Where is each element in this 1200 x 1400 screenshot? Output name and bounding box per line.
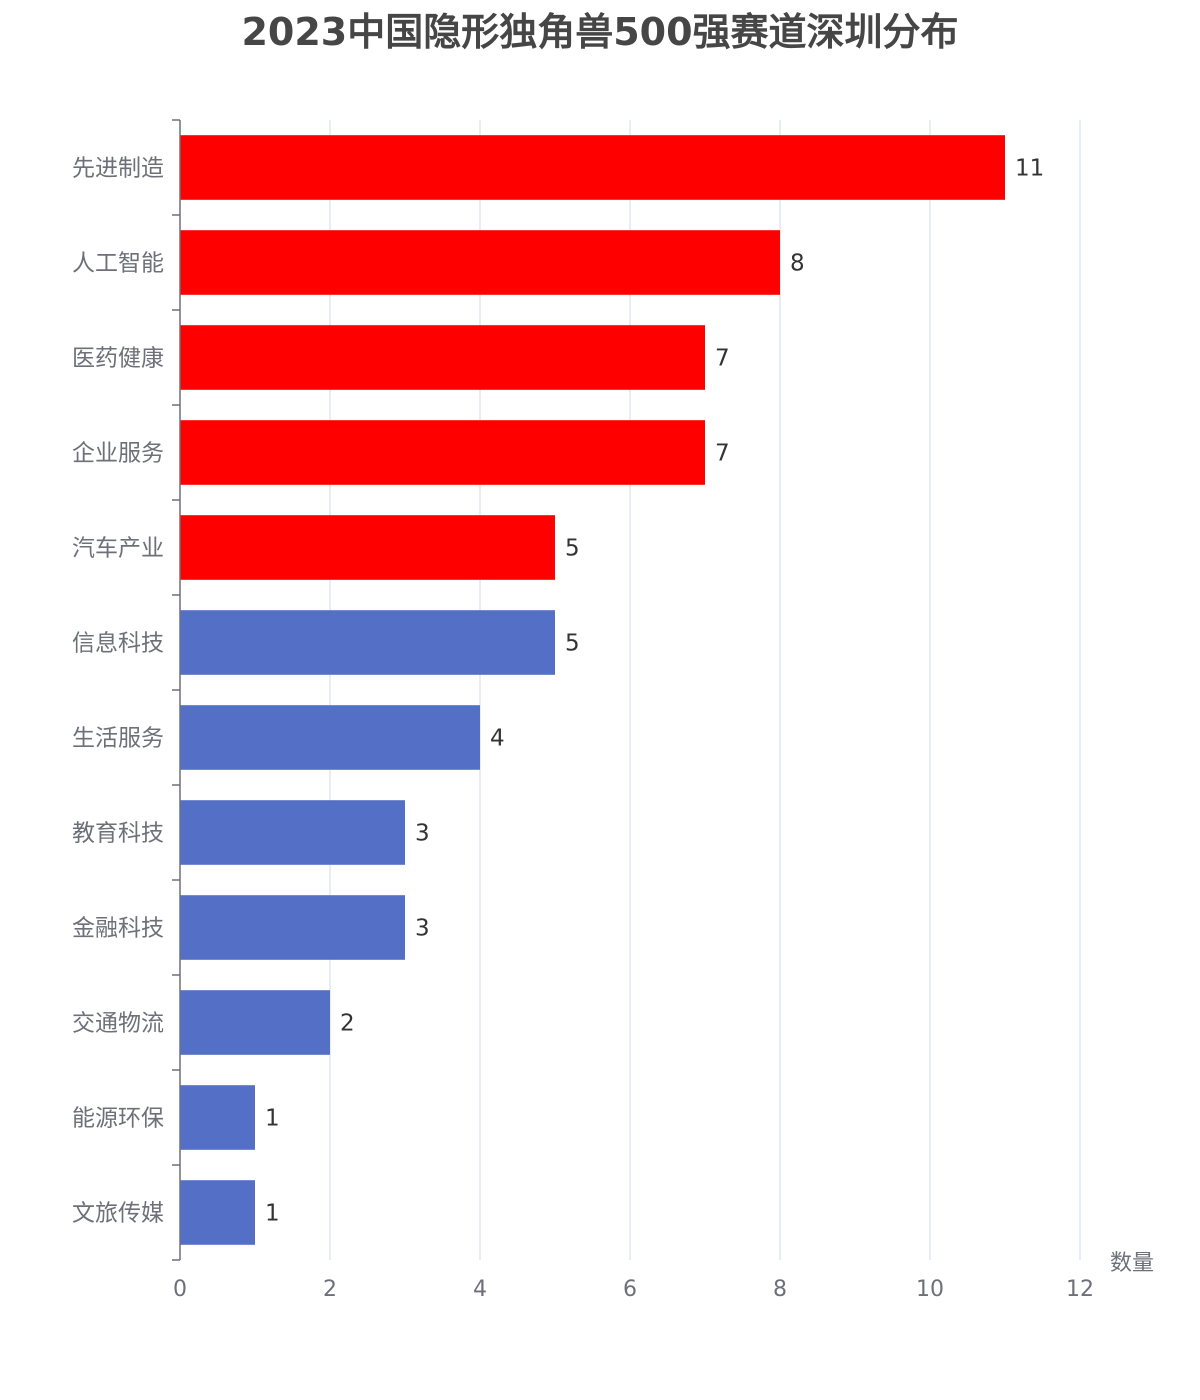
bar-value-label: 2 — [340, 1011, 355, 1037]
y-category-label: 交通物流 — [72, 1011, 164, 1037]
bar[interactable] — [180, 420, 705, 485]
x-tick-label: 10 — [916, 1277, 944, 1302]
bar[interactable] — [180, 515, 555, 580]
bar[interactable] — [180, 1180, 255, 1245]
bar[interactable] — [180, 135, 1005, 200]
grid-layer — [329, 120, 1081, 1260]
y-category-label: 金融科技 — [72, 916, 164, 942]
x-tick-label: 0 — [173, 1277, 187, 1302]
x-tick-label: 4 — [473, 1277, 487, 1302]
chart-title: 2023中国隐形独角兽500强赛道深圳分布 — [241, 10, 959, 54]
x-tick-label: 12 — [1066, 1277, 1094, 1302]
y-category-label: 人工智能 — [72, 251, 164, 277]
bar[interactable] — [180, 610, 555, 675]
bar-value-label: 7 — [715, 346, 730, 372]
bar-value-label: 8 — [790, 251, 805, 277]
y-category-label: 汽车产业 — [72, 536, 164, 562]
bar-value-label: 3 — [415, 821, 430, 847]
y-category-label: 能源环保 — [72, 1106, 164, 1132]
bar-value-label: 11 — [1015, 156, 1044, 182]
bar[interactable] — [180, 705, 480, 770]
y-category-label: 教育科技 — [72, 821, 164, 847]
bar-value-label: 1 — [265, 1201, 280, 1227]
bar-layer — [180, 135, 1005, 1245]
y-category-label: 医药健康 — [72, 346, 164, 372]
bar-value-label: 3 — [415, 916, 430, 942]
axis-layer — [172, 119, 181, 1261]
y-category-label: 信息科技 — [72, 631, 164, 657]
bar[interactable] — [180, 230, 780, 295]
bar-value-label: 5 — [565, 536, 580, 562]
bar[interactable] — [180, 1085, 255, 1150]
y-category-label: 生活服务 — [72, 726, 164, 752]
x-tick-label: 6 — [623, 1277, 637, 1302]
y-category-label: 企业服务 — [72, 441, 164, 467]
bar-value-label: 5 — [565, 631, 580, 657]
y-category-label: 先进制造 — [72, 156, 164, 182]
bar-value-label: 7 — [715, 441, 730, 467]
x-axis-name: 数量 — [1110, 1251, 1154, 1276]
bar[interactable] — [180, 800, 405, 865]
bar[interactable] — [180, 990, 330, 1055]
bar[interactable] — [180, 895, 405, 960]
bar[interactable] — [180, 325, 705, 390]
y-category-label: 文旅传媒 — [72, 1201, 164, 1227]
bar-value-label: 4 — [490, 726, 505, 752]
bar-value-label: 1 — [265, 1106, 280, 1132]
x-tick-label: 2 — [323, 1277, 337, 1302]
x-tick-label: 8 — [773, 1277, 787, 1302]
